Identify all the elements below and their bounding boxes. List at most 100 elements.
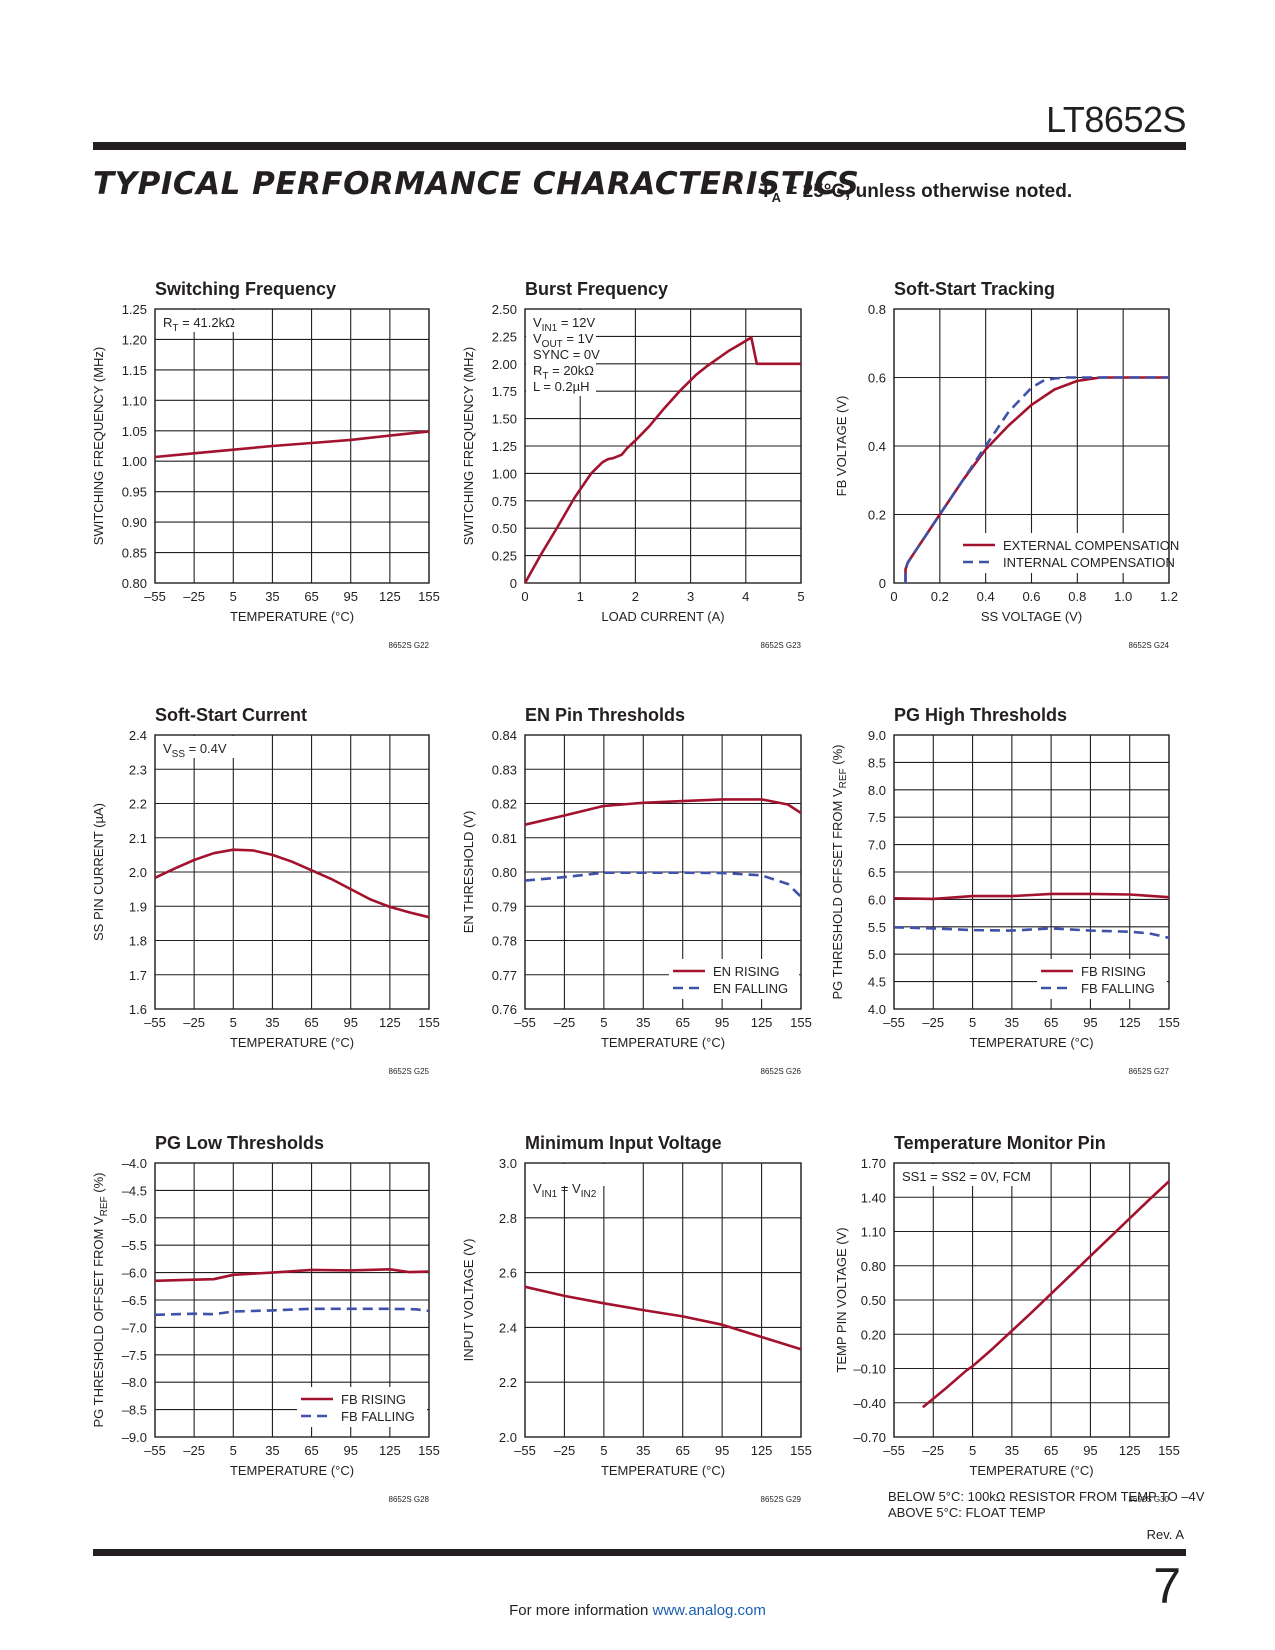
- x-tick-label: 35: [265, 1443, 279, 1458]
- part-number: LT8652S: [1046, 99, 1186, 140]
- y-tick-label: 0.76: [492, 1002, 517, 1017]
- y-tick-label: 0.82: [492, 797, 517, 812]
- x-tick-label: –55: [144, 1443, 166, 1458]
- plot-frame: [154, 734, 430, 1010]
- temp-note-above: ABOVE 5°C: FLOAT TEMP: [888, 1505, 1046, 1520]
- chart-G23: Burst Frequency 0 1 2 3 4 5 0 0.25 0.50 0.75 1.00 1.…: [461, 279, 805, 650]
- x-tick-label: 155: [418, 589, 440, 604]
- y-tick-label: 2.2: [499, 1375, 517, 1390]
- y-tick-label: 0.25: [492, 549, 517, 564]
- x-tick-label: 155: [790, 1443, 812, 1458]
- y-tick-label: 0: [879, 576, 886, 591]
- x-tick-label: –25: [554, 1443, 576, 1458]
- chart-title: Burst Frequency: [525, 279, 668, 299]
- x-tick-label: 125: [1119, 1015, 1141, 1030]
- legend-label: EN RISING: [713, 964, 779, 979]
- x-tick-label: 35: [265, 1015, 279, 1030]
- x-tick-label: –25: [554, 1015, 576, 1030]
- annotation-text: SS1 = SS2 = 0V, FCM: [902, 1169, 1031, 1184]
- y-tick-label: –7.5: [122, 1348, 147, 1363]
- y-tick-label: 0.81: [492, 831, 517, 846]
- y-tick-label: 3.0: [499, 1156, 517, 1171]
- y-tick-label: 1.6: [129, 1002, 147, 1017]
- x-tick-label: 155: [418, 1443, 440, 1458]
- x-tick-label: 125: [379, 589, 401, 604]
- y-tick-label: 4.0: [868, 1002, 886, 1017]
- x-tick-label: 5: [230, 1443, 237, 1458]
- x-tick-label: 0.2: [931, 589, 949, 604]
- series-line-1: [524, 1285, 802, 1351]
- y-tick-label: 0.83: [492, 762, 517, 777]
- annotation-text: VSS = 0.4V: [163, 741, 227, 760]
- y-tick-label: 6.0: [868, 892, 886, 907]
- y-tick-label: 2.3: [129, 762, 147, 777]
- x-tick-label: –55: [144, 1015, 166, 1030]
- x-axis-label: TEMPERATURE (°C): [230, 1463, 354, 1478]
- x-tick-label: 65: [1044, 1015, 1058, 1030]
- y-tick-label: 0.85: [122, 546, 147, 561]
- x-tick-label: –55: [514, 1015, 536, 1030]
- legend-bg: [669, 959, 799, 999]
- annotation-text: VIN1 = VIN2: [533, 1181, 597, 1200]
- series-line-2: [524, 871, 802, 898]
- legend-label: FB RISING: [1081, 964, 1146, 979]
- x-tick-label: 5: [230, 589, 237, 604]
- y-tick-label: 1.10: [861, 1225, 886, 1240]
- y-tick-label: 2.6: [499, 1266, 517, 1281]
- y-tick-label: 4.5: [868, 975, 886, 990]
- x-tick-label: 1: [577, 589, 584, 604]
- x-tick-label: 0.4: [977, 589, 995, 604]
- series-line-2: [904, 376, 1169, 583]
- y-tick-label: 1.7: [129, 968, 147, 983]
- y-tick-label: 1.20: [122, 332, 147, 347]
- y-tick-label: 2.0: [129, 865, 147, 880]
- chart-G30: Temperature Monitor Pin –55 –25 5 35 65 95 125 1…: [834, 1133, 1180, 1504]
- plot-frame: [524, 1162, 802, 1438]
- y-tick-label: –7.0: [122, 1320, 147, 1335]
- x-tick-label: 0.6: [1022, 589, 1040, 604]
- plot-frame: [893, 734, 1170, 1010]
- footer-rule: [93, 1549, 1186, 1556]
- x-tick-label: 95: [715, 1015, 729, 1030]
- y-tick-label: 2.2: [129, 797, 147, 812]
- y-tick-label: 2.4: [499, 1320, 517, 1335]
- y-tick-label: 0.6: [868, 371, 886, 386]
- y-axis-label: SS PIN CURRENT (µA): [91, 803, 106, 941]
- y-tick-label: 0.95: [122, 485, 147, 500]
- chart-G28: PG Low Thresholds –55 –25 5 35 65 95 125 155 –9.0…: [91, 1133, 440, 1504]
- y-tick-label: 6.5: [868, 865, 886, 880]
- y-tick-label: 1.8: [129, 934, 147, 949]
- y-tick-label: 0.80: [861, 1259, 886, 1274]
- x-tick-label: –25: [922, 1443, 944, 1458]
- plot-frame: [524, 308, 802, 584]
- website-link[interactable]: www.analog.com: [652, 1602, 766, 1619]
- x-tick-label: 5: [797, 589, 804, 604]
- footer-text: For more information www.analog.com: [509, 1602, 766, 1619]
- series-line-2: [893, 926, 1170, 940]
- y-tick-label: 2.1: [129, 831, 147, 846]
- x-tick-label: 0: [890, 589, 897, 604]
- y-axis-label: PG THRESHOLD OFFSET FROM VREF (%): [91, 1173, 110, 1428]
- x-tick-label: 65: [304, 1015, 318, 1030]
- annotation-bg: [156, 736, 248, 758]
- x-tick-label: 65: [675, 1015, 689, 1030]
- figure-code: 8652S G22: [389, 641, 430, 650]
- annotation-bg: [156, 310, 248, 332]
- annotation-text: VIN1 = 12V: [533, 315, 596, 334]
- x-axis-label: TEMPERATURE (°C): [230, 1035, 354, 1050]
- figure-code: 8652S G24: [1129, 641, 1170, 650]
- revision: Rev. A: [1146, 1527, 1184, 1542]
- y-tick-label: 2.8: [499, 1211, 517, 1226]
- series-line-1: [154, 848, 430, 919]
- chart-G25: Soft-Start Current –55 –25 5 35 65 95 125 155 1.6…: [91, 705, 440, 1076]
- x-axis-label: TEMPERATURE (°C): [969, 1035, 1093, 1050]
- y-axis-label: SWITCHING FREQUENCY (MHz): [91, 347, 106, 545]
- x-tick-label: 35: [636, 1443, 650, 1458]
- x-tick-label: –25: [922, 1015, 944, 1030]
- x-tick-label: 2: [632, 589, 639, 604]
- plot-frame: [154, 308, 430, 584]
- chart-G29: Minimum Input Voltage –55 –25 5 35 65 95 125 155…: [461, 1133, 812, 1504]
- x-tick-label: 95: [1083, 1443, 1097, 1458]
- legend-label: FB FALLING: [1081, 981, 1155, 996]
